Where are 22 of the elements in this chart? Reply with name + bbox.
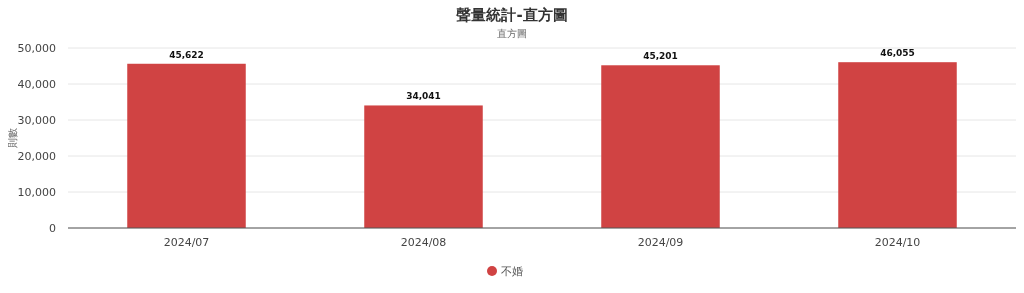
legend-label: 不婚 xyxy=(501,264,523,278)
bar xyxy=(127,63,246,228)
y-tick-label: 20,000 xyxy=(17,149,56,163)
bar xyxy=(364,105,483,228)
x-tick-label: 2024/08 xyxy=(400,236,447,249)
x-tick-label: 2024/09 xyxy=(637,236,684,249)
bar xyxy=(601,65,720,228)
data-label: 46,055 xyxy=(880,48,915,59)
x-tick-label: 2024/10 xyxy=(874,236,921,249)
chart-title: 聲量統計-直方圖 xyxy=(455,6,568,24)
chart-subtitle: 直方圖 xyxy=(497,28,527,39)
data-label: 45,622 xyxy=(169,49,204,60)
y-tick-label: 30,000 xyxy=(17,113,56,127)
data-label: 45,201 xyxy=(643,51,678,62)
x-tick-label: 2024/07 xyxy=(163,236,210,249)
y-tick-label: 50,000 xyxy=(17,41,56,55)
y-axis-title: 則數 xyxy=(7,128,18,148)
y-tick-label: 10,000 xyxy=(17,185,56,199)
data-label: 34,041 xyxy=(406,91,441,102)
y-tick-label: 0 xyxy=(49,221,56,235)
bar xyxy=(838,62,957,228)
y-tick-label: 40,000 xyxy=(17,77,56,91)
